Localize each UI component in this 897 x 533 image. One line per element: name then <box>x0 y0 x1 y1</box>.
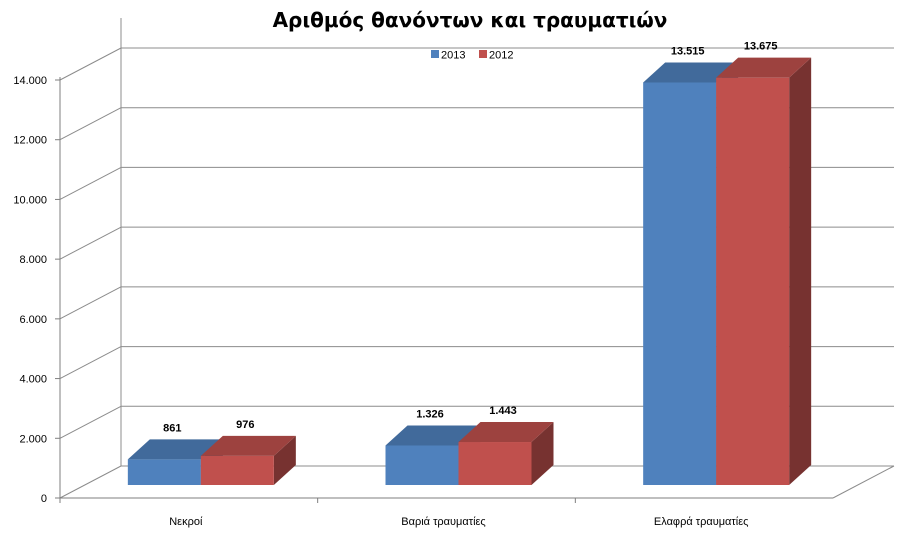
legend-swatch-2013 <box>431 50 439 58</box>
y-tick-label: 14.000 <box>13 75 47 87</box>
data-labels: 861 976 1.326 1.443 13.515 13.675 <box>163 41 777 435</box>
bars <box>127 57 812 486</box>
bar-2013 <box>385 445 459 485</box>
legend-label-2012: 2012 <box>489 50 513 62</box>
gridline-diagonal <box>59 107 122 141</box>
data-label-2013: 1.326 <box>416 409 444 421</box>
gridline-diagonal <box>59 405 122 439</box>
bar-2013 <box>127 459 201 485</box>
x-category-label: Βαριά τραυματίες <box>401 516 485 528</box>
bar-2013 <box>643 82 717 485</box>
legend: 2013 2012 <box>431 50 513 62</box>
legend-label-2013: 2013 <box>441 50 465 62</box>
legend-swatch-2012 <box>479 50 487 58</box>
bar-side-2012 <box>789 57 812 486</box>
gridline-diagonal <box>59 226 122 260</box>
y-tick-label: 2.000 <box>19 433 47 445</box>
y-tick-label: 10.000 <box>13 194 47 206</box>
gridline-diagonal <box>59 346 122 380</box>
bar-2012 <box>716 77 790 486</box>
x-axis-category-labels: Νεκροί Βαριά τραυματίες Ελαφρά τραυματίες <box>169 516 748 528</box>
floor-right-edge <box>832 465 895 499</box>
gridline-diagonal <box>59 286 122 320</box>
y-tick-label: 0 <box>41 493 47 505</box>
data-label-2012: 976 <box>236 419 254 431</box>
y-axis-tick-labels: 0 2.000 4.000 6.000 8.000 10.000 12.000 14.000 <box>13 75 47 505</box>
bar-2012 <box>458 442 532 485</box>
floor-left-edge <box>59 465 122 499</box>
gridline-diagonal <box>59 166 122 200</box>
bar-top-2012 <box>200 435 296 456</box>
data-label-2013: 13.515 <box>671 45 705 57</box>
x-category-label: Ελαφρά τραυματίες <box>654 516 749 528</box>
gridline-diagonal <box>59 47 122 81</box>
bar-2012 <box>200 455 274 485</box>
y-tick-label: 6.000 <box>19 314 47 326</box>
y-tick-label: 12.000 <box>13 135 47 147</box>
bar-top-2013 <box>385 425 481 446</box>
bar-top-2013 <box>127 439 223 460</box>
y-tick-label: 4.000 <box>19 374 47 386</box>
bar-side-2012 <box>531 422 554 485</box>
bar-top-2012 <box>458 422 554 443</box>
bar-top-2012 <box>716 57 812 78</box>
y-tick-label: 8.000 <box>19 254 47 266</box>
x-category-label: Νεκροί <box>169 516 203 528</box>
bar-top-2013 <box>643 62 739 83</box>
bar-side-2012 <box>273 435 296 485</box>
data-label-2012: 1.443 <box>489 405 517 417</box>
chart-title: Αριθμός θανόντων και τραυματιών <box>273 8 668 32</box>
data-label-2012: 13.675 <box>744 41 778 53</box>
data-label-2013: 861 <box>163 422 181 434</box>
